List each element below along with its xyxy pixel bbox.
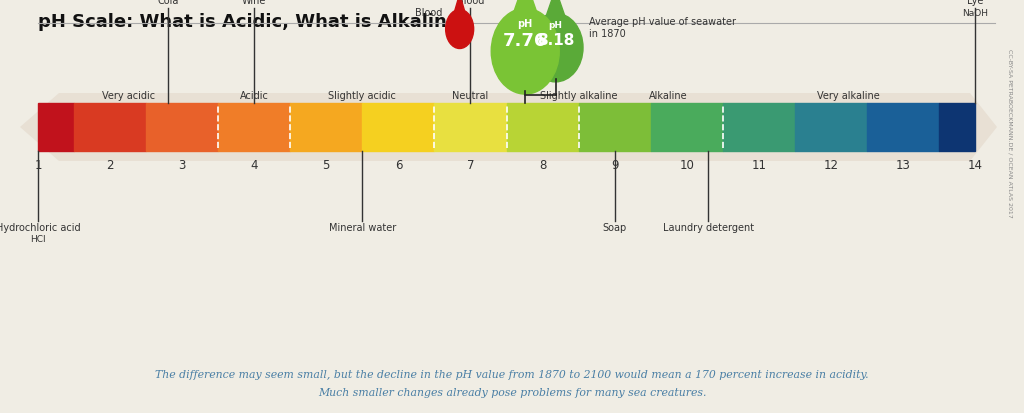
Text: 13: 13 xyxy=(895,159,910,172)
Text: 2: 2 xyxy=(106,159,114,172)
Polygon shape xyxy=(503,0,548,43)
Bar xyxy=(579,103,650,151)
Text: Blood: Blood xyxy=(416,8,442,18)
Text: 9: 9 xyxy=(611,159,618,172)
Text: HCl: HCl xyxy=(30,235,46,244)
Text: 8.18: 8.18 xyxy=(537,33,574,47)
Bar xyxy=(362,103,434,151)
Text: Soap: Soap xyxy=(602,223,627,233)
Text: NaOH: NaOH xyxy=(962,9,988,18)
Bar xyxy=(434,103,507,151)
Text: pH Scale: What is Acidic, What is Alkaline?: pH Scale: What is Acidic, What is Alkali… xyxy=(38,13,469,31)
Text: Wine: Wine xyxy=(242,0,266,6)
Text: Cola: Cola xyxy=(157,0,178,6)
Text: pH: pH xyxy=(517,19,532,29)
Ellipse shape xyxy=(492,8,559,94)
Text: Slightly acidic: Slightly acidic xyxy=(329,91,396,101)
Text: 8: 8 xyxy=(539,159,546,172)
Ellipse shape xyxy=(445,9,474,48)
Text: Acidic: Acidic xyxy=(240,91,268,101)
Polygon shape xyxy=(451,0,469,25)
Text: Much smaller changes already pose problems for many sea creatures.: Much smaller changes already pose proble… xyxy=(317,388,707,398)
Text: 12: 12 xyxy=(823,159,839,172)
Text: Average pH value of seawater
in 1870: Average pH value of seawater in 1870 xyxy=(589,17,736,39)
Bar xyxy=(507,103,579,151)
Text: 1: 1 xyxy=(34,159,42,172)
Text: Hydrochloric acid: Hydrochloric acid xyxy=(0,223,80,233)
Text: CC-BY-SA PETRABOECKMANN.DE / OCEAN ATLAS 2017: CC-BY-SA PETRABOECKMANN.DE / OCEAN ATLAS… xyxy=(1008,49,1013,217)
Text: 3: 3 xyxy=(178,159,185,172)
Text: Laundry detergent: Laundry detergent xyxy=(663,223,754,233)
Text: Neutral: Neutral xyxy=(453,91,488,101)
Bar xyxy=(723,103,795,151)
Text: 10: 10 xyxy=(679,159,694,172)
Text: Slightly alkaline: Slightly alkaline xyxy=(540,91,617,101)
Text: Blood: Blood xyxy=(457,0,484,6)
Bar xyxy=(74,103,146,151)
Bar xyxy=(290,103,362,151)
Text: 4: 4 xyxy=(251,159,258,172)
Bar xyxy=(867,103,939,151)
Text: 5: 5 xyxy=(323,159,330,172)
Text: Very alkaline: Very alkaline xyxy=(817,91,881,101)
Bar xyxy=(795,103,867,151)
Text: Alkaline: Alkaline xyxy=(649,91,688,101)
Text: 14: 14 xyxy=(968,159,982,172)
Ellipse shape xyxy=(528,13,583,82)
Text: 11: 11 xyxy=(752,159,766,172)
Bar xyxy=(38,103,74,151)
Bar xyxy=(939,103,975,151)
Polygon shape xyxy=(538,0,573,41)
Text: Very acidic: Very acidic xyxy=(101,91,155,101)
Bar xyxy=(218,103,290,151)
Text: 7: 7 xyxy=(467,159,474,172)
Bar xyxy=(650,103,723,151)
Polygon shape xyxy=(20,93,997,161)
Bar xyxy=(146,103,218,151)
Text: Mineral water: Mineral water xyxy=(329,223,396,233)
Text: 6: 6 xyxy=(394,159,402,172)
Text: pH: pH xyxy=(549,21,562,30)
Text: The difference may seem small, but the decline in the pH value from 1870 to 2100: The difference may seem small, but the d… xyxy=(156,370,868,380)
Text: 7.76: 7.76 xyxy=(503,33,548,50)
Text: Lye: Lye xyxy=(967,0,983,6)
